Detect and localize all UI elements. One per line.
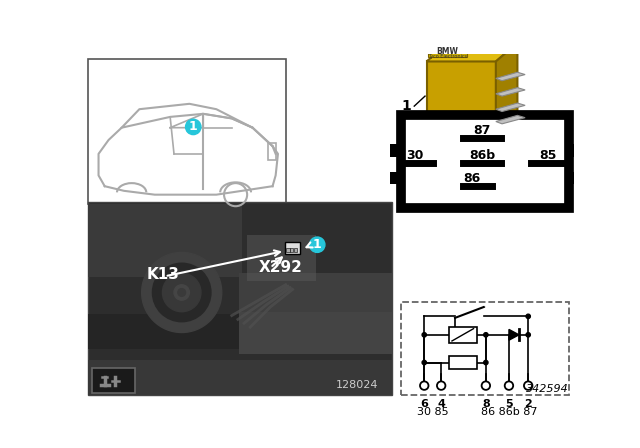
Circle shape <box>505 381 513 390</box>
Text: 1: 1 <box>189 121 198 134</box>
Text: K13: K13 <box>147 267 180 282</box>
Bar <box>427 61 496 131</box>
Bar <box>401 302 569 395</box>
Polygon shape <box>496 116 525 124</box>
Text: 342594: 342594 <box>525 384 568 394</box>
Text: 86 86b 87: 86 86b 87 <box>481 407 537 417</box>
Polygon shape <box>496 72 525 81</box>
Circle shape <box>420 381 429 390</box>
Bar <box>88 360 392 395</box>
Circle shape <box>152 263 211 322</box>
Bar <box>569 144 580 157</box>
Bar <box>428 46 467 57</box>
Bar <box>294 248 297 252</box>
Bar <box>287 248 289 252</box>
Polygon shape <box>509 329 519 340</box>
Text: Tyco Electronics: Tyco Electronics <box>428 54 467 59</box>
Circle shape <box>186 119 201 134</box>
Circle shape <box>526 314 531 319</box>
Bar <box>291 248 293 252</box>
Polygon shape <box>496 103 525 112</box>
Circle shape <box>422 333 426 337</box>
Bar <box>390 172 401 185</box>
Bar <box>247 235 316 281</box>
Text: 85: 85 <box>539 149 556 162</box>
Text: 30 85: 30 85 <box>417 407 449 417</box>
Circle shape <box>141 252 221 332</box>
Bar <box>285 242 300 254</box>
Circle shape <box>524 381 532 390</box>
Text: 86: 86 <box>463 172 481 185</box>
Text: 87: 87 <box>474 124 491 137</box>
Text: BMW: BMW <box>436 47 458 56</box>
Bar <box>268 143 276 160</box>
Bar <box>88 204 242 277</box>
Circle shape <box>482 381 490 390</box>
Circle shape <box>174 285 189 300</box>
Text: 128024: 128024 <box>335 380 378 390</box>
Text: X292: X292 <box>259 260 303 276</box>
Circle shape <box>484 333 488 337</box>
Text: 1: 1 <box>401 99 411 113</box>
Bar <box>88 59 287 204</box>
Polygon shape <box>496 43 517 131</box>
Bar <box>569 172 580 185</box>
Text: 1: 1 <box>313 238 321 251</box>
Bar <box>449 327 477 343</box>
Polygon shape <box>496 88 525 96</box>
Text: 2: 2 <box>524 399 532 409</box>
Circle shape <box>422 360 426 365</box>
Bar <box>401 116 569 208</box>
Text: 5: 5 <box>505 399 513 409</box>
Circle shape <box>178 289 186 296</box>
Text: 4: 4 <box>437 399 445 409</box>
Bar <box>449 356 477 370</box>
Circle shape <box>310 237 325 252</box>
Bar <box>92 368 135 392</box>
Bar <box>390 144 401 157</box>
Polygon shape <box>427 43 517 61</box>
Text: 30: 30 <box>406 149 424 162</box>
Bar <box>88 202 392 395</box>
Bar <box>239 273 392 315</box>
Text: 86b: 86b <box>469 149 495 162</box>
Bar <box>239 312 392 354</box>
Circle shape <box>484 360 488 365</box>
Bar <box>88 314 392 349</box>
Circle shape <box>437 381 445 390</box>
Text: 6: 6 <box>420 399 428 409</box>
Circle shape <box>163 273 201 312</box>
Circle shape <box>526 333 531 337</box>
Text: 8: 8 <box>482 399 490 409</box>
